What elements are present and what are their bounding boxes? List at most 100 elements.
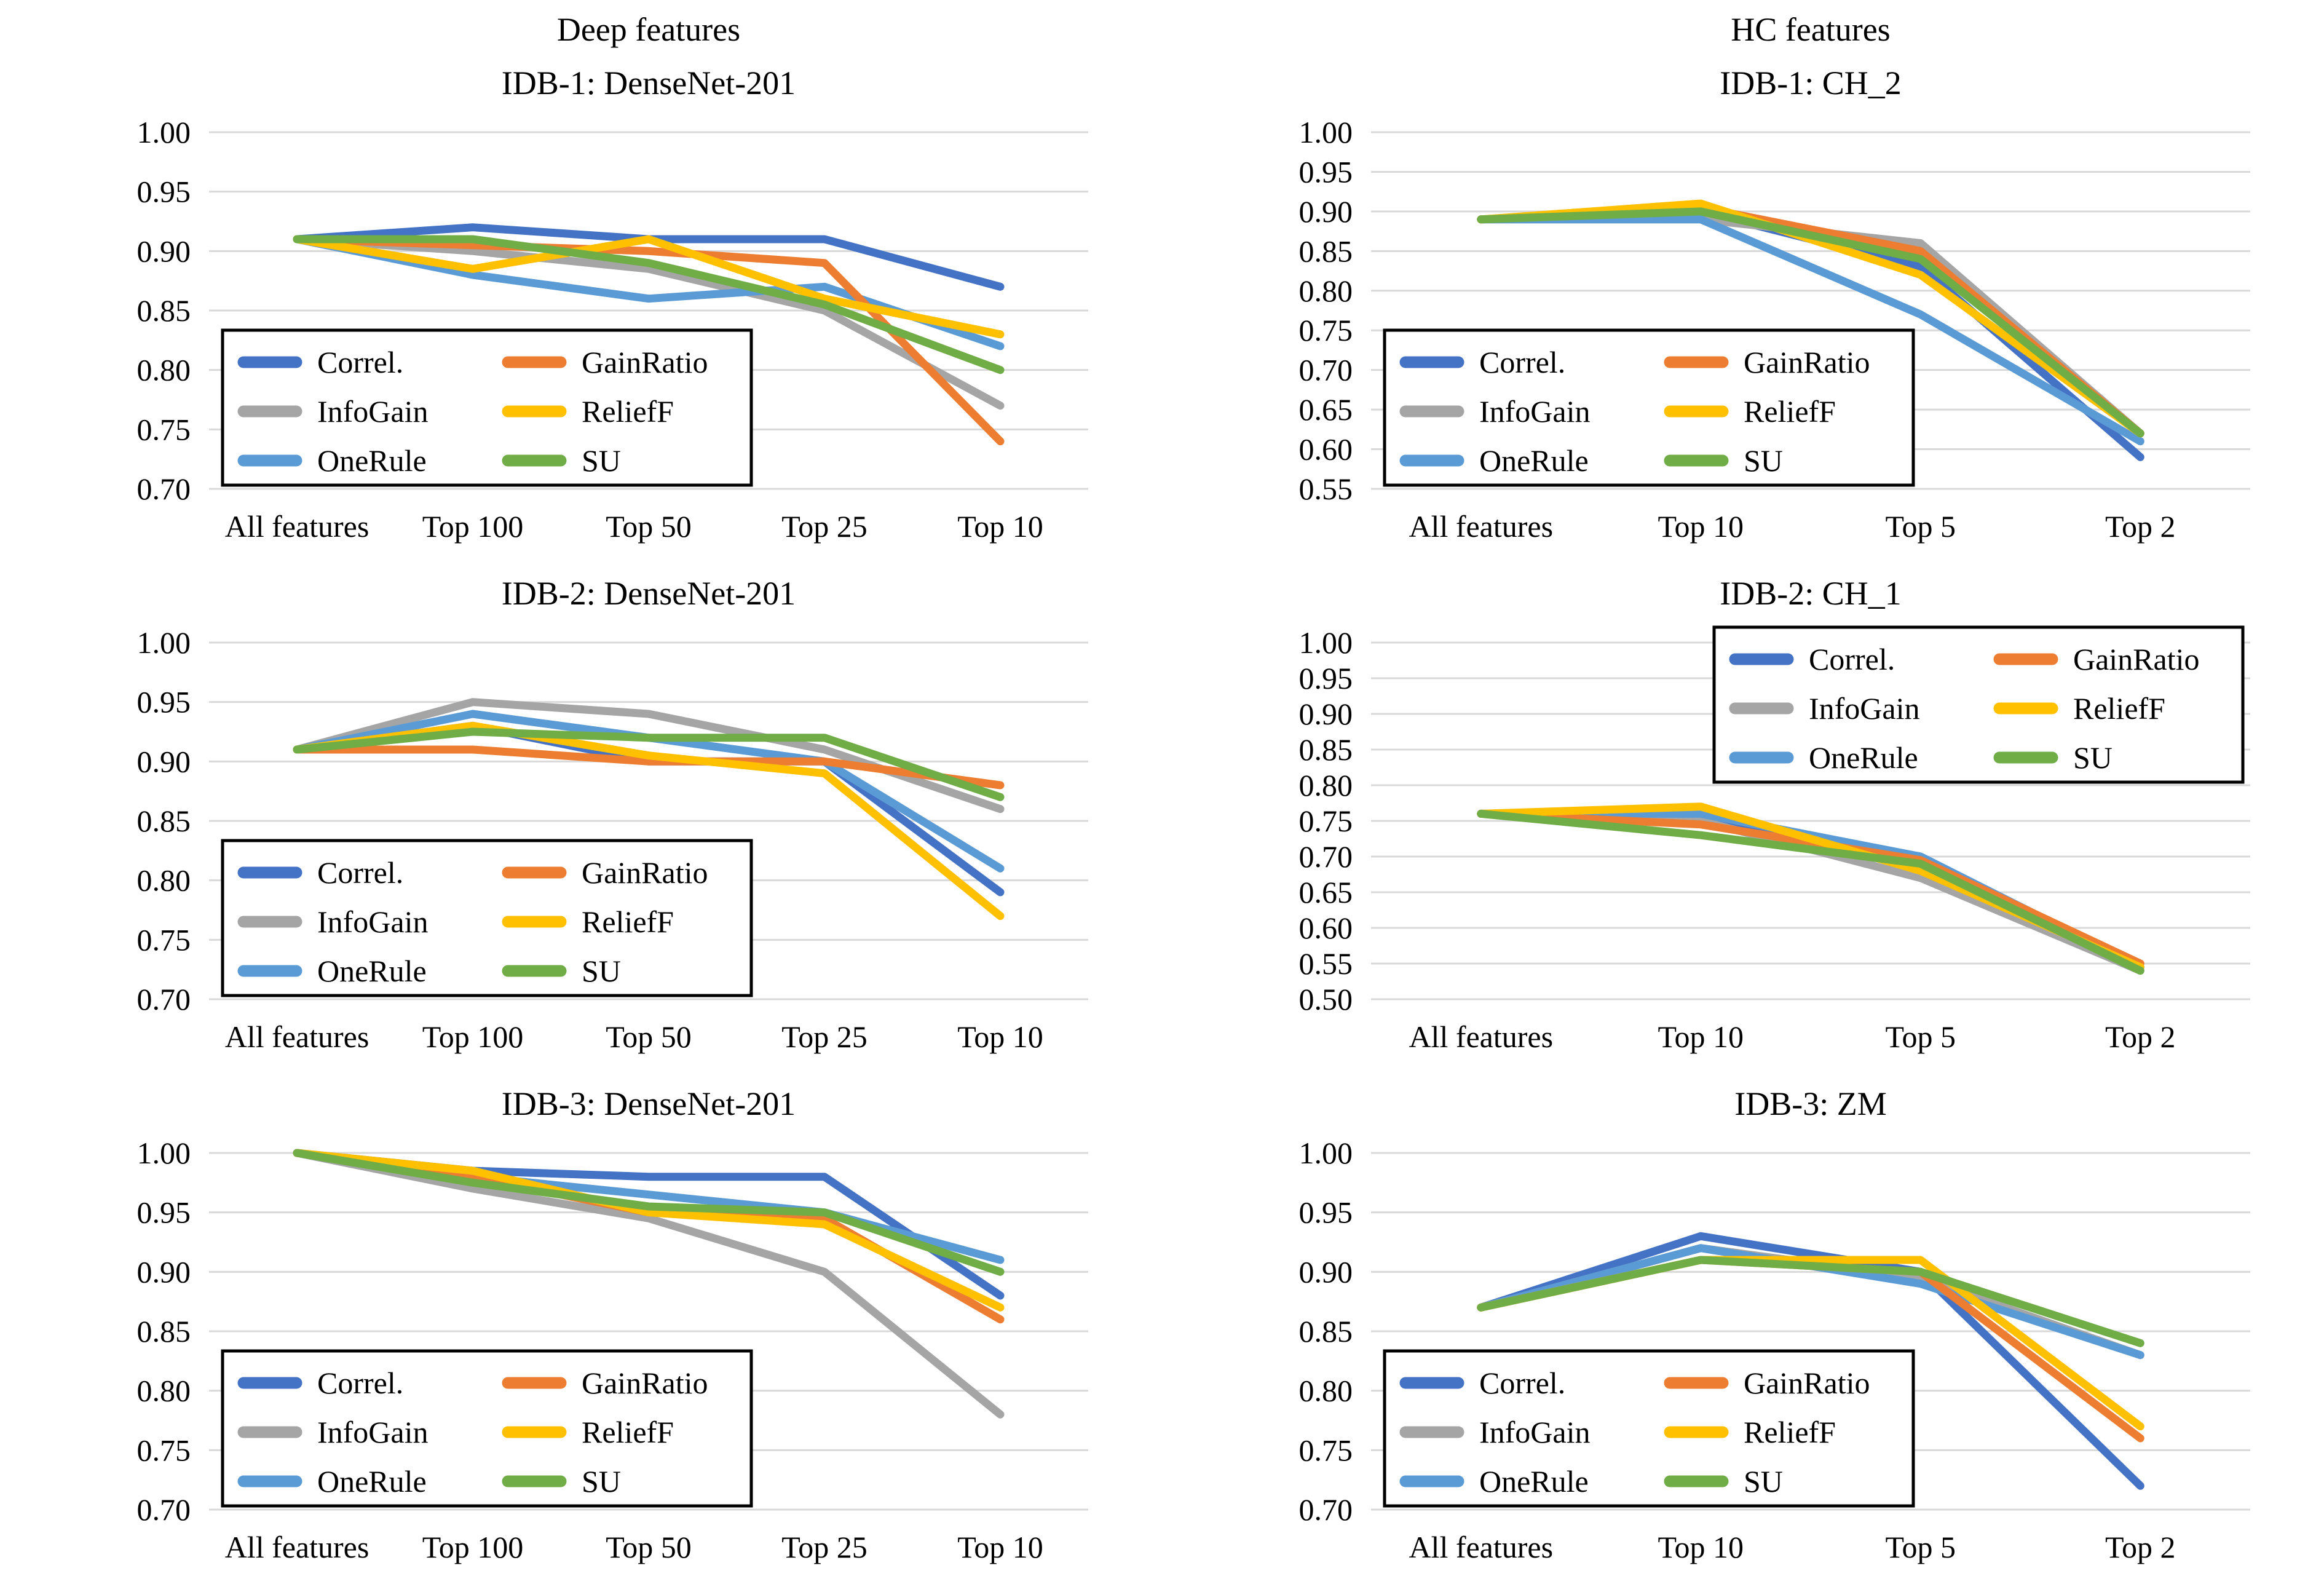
chart-title: IDB-3: ZM (1734, 1085, 1886, 1122)
x-tick-label: Top 100 (422, 1530, 524, 1564)
legend-label: OneRule (317, 443, 427, 478)
chart-panel-idb1-hc: IDB-1: CH_2 1.00 0.95 0.90 0.85 0.80 0.75 0.70 0… (1162, 58, 2324, 569)
legend-label: GainRatio (582, 345, 708, 379)
y-tick-label: 0.70 (1299, 839, 1353, 874)
legend-entry-relieff: ReliefF (1664, 1415, 1836, 1449)
chart-title: IDB-2: CH_1 (1720, 575, 1902, 612)
y-tick-label: 0.70 (137, 472, 191, 506)
legend-entry-gainratio: GainRatio (502, 1366, 708, 1400)
x-tick-label: All features (225, 1530, 370, 1564)
column-header-deep-features: Deep features (556, 10, 741, 48)
x-tick-label: All features (1409, 1020, 1553, 1054)
chart-title: IDB-3: DenseNet-201 (502, 1085, 796, 1122)
y-tick-label: 0.75 (1299, 1433, 1353, 1467)
legend-box (1383, 1349, 1915, 1508)
x-tick-label: Top 25 (781, 509, 868, 544)
legend-label: Correl. (1479, 345, 1565, 379)
legend-label: SU (582, 443, 621, 478)
legend-label: SU (1744, 443, 1783, 478)
x-tick-label: All features (225, 509, 370, 544)
legend-entry-onerule: OneRule (237, 1464, 427, 1499)
line-chart-idb1-deep: IDB-1: DenseNet-201 1.00 0.95 0.90 0.85 0.80 0… (137, 65, 1088, 544)
y-tick-label: 0.75 (1299, 804, 1353, 838)
chart-title: IDB-1: CH_2 (1720, 65, 1902, 101)
legend-label: InfoGain (1479, 394, 1591, 429)
y-tick-label: 0.90 (1299, 1254, 1353, 1289)
column-header-hc-features: HC features (1731, 10, 1891, 48)
x-tick-label: Top 10 (957, 1020, 1043, 1054)
legend-label: InfoGain (317, 1415, 429, 1449)
legend-label: OneRule (317, 1464, 427, 1499)
column-headers: Deep features HC features (0, 0, 2324, 58)
y-tick-label: 0.60 (1299, 432, 1353, 467)
y-tick-label: 0.55 (1299, 946, 1353, 981)
legend: Correl. InfoGain OneRule GainRatio ReliefF SU (221, 1349, 753, 1508)
y-tick-label: 1.00 (1299, 115, 1353, 149)
legend-box (1383, 328, 1915, 487)
x-tick-label: Top 2 (2105, 1530, 2176, 1564)
legend-entry-su: SU (1664, 443, 1783, 478)
legend-entry-relieff: ReliefF (1993, 691, 2165, 726)
series-line-su (293, 235, 1005, 374)
y-tick-label: 0.80 (137, 353, 191, 387)
legend-entry-correl: Correl. (1729, 642, 1895, 676)
legend: Correl. InfoGain OneRule GainRatio ReliefF SU (1383, 328, 1915, 487)
legend-label: Correl. (317, 345, 403, 379)
y-tick-label: 0.90 (1299, 194, 1353, 229)
chart-panel-idb3-deep: IDB-3: DenseNet-201 1.00 0.95 0.90 0.85 0.80 0… (0, 1079, 1162, 1590)
legend: Correl. InfoGain OneRule GainRatio ReliefF SU (221, 328, 753, 487)
legend-entry-onerule: OneRule (1729, 740, 1918, 775)
y-tick-label: 0.75 (137, 412, 191, 446)
legend-entry-su: SU (1993, 740, 2113, 775)
y-tick-label: 0.85 (137, 804, 191, 838)
legend-label: SU (582, 954, 621, 988)
legend: Correl. InfoGain OneRule GainRatio ReliefF SU (221, 839, 753, 997)
legend-label: SU (582, 1464, 621, 1499)
legend-entry-infogain: InfoGain (237, 394, 429, 429)
y-tick-label: 0.80 (1299, 768, 1353, 802)
legend-entry-infogain: InfoGain (237, 1415, 429, 1449)
y-tick-label: 0.95 (1299, 661, 1353, 695)
charts-grid: IDB-1: DenseNet-201 1.00 0.95 0.90 0.85 0.80 0… (0, 58, 2324, 1590)
legend-entry-relieff: ReliefF (502, 905, 674, 939)
y-tick-label: 0.75 (1299, 313, 1353, 347)
y-tick-label: 1.00 (1299, 625, 1353, 660)
y-tick-label: 0.80 (1299, 274, 1353, 308)
legend-entry-su: SU (502, 954, 621, 988)
legend-label: OneRule (1809, 740, 1918, 775)
legend-entry-gainratio: GainRatio (1993, 642, 2200, 676)
x-tick-label: All features (225, 1020, 370, 1054)
y-tick-label: 0.70 (137, 982, 191, 1016)
legend-label: SU (1744, 1464, 1783, 1499)
y-tick-label: 0.55 (1299, 472, 1353, 506)
legend-label: InfoGain (317, 394, 429, 429)
legend-entry-gainratio: GainRatio (502, 855, 708, 890)
chart-panel-idb1-deep: IDB-1: DenseNet-201 1.00 0.95 0.90 0.85 0.80 0… (0, 58, 1162, 569)
legend-box (221, 328, 753, 487)
y-tick-label: 0.80 (137, 863, 191, 898)
x-tick-label: All features (1409, 509, 1553, 544)
legend-entry-correl: Correl. (1399, 345, 1565, 379)
series-line-su (1477, 809, 2144, 975)
legend-label: ReliefF (582, 394, 674, 429)
y-tick-label: 0.95 (137, 1195, 191, 1230)
y-tick-label: 0.60 (1299, 911, 1353, 945)
legend-entry-correl: Correl. (237, 855, 403, 890)
x-tick-label: Top 10 (1658, 1530, 1744, 1564)
x-tick-label: Top 5 (1885, 1530, 1956, 1564)
legend-label: InfoGain (317, 905, 429, 939)
y-tick-label: 1.00 (1299, 1136, 1353, 1170)
legend-entry-infogain: InfoGain (237, 905, 429, 939)
legend-label: SU (2073, 740, 2113, 775)
legend: Correl. InfoGain OneRule GainRatio ReliefF SU (1712, 625, 2245, 784)
line-chart-idb2-hc: IDB-2: CH_11.000.950.900.850.800.750.700… (1299, 575, 2250, 1054)
legend-entry-infogain: InfoGain (1399, 1415, 1591, 1449)
series-line-su (293, 1149, 1005, 1276)
x-tick-label: Top 25 (781, 1020, 868, 1054)
series-line-su (293, 727, 1005, 801)
y-tick-label: 0.65 (1299, 875, 1353, 909)
y-tick-label: 0.90 (137, 744, 191, 778)
legend-entry-correl: Correl. (237, 345, 403, 379)
chart-panel-idb2-hc: IDB-2: CH_1 1.00 0.95 0.90 0.85 0.80 0.75 0.70 0… (1162, 569, 2324, 1079)
